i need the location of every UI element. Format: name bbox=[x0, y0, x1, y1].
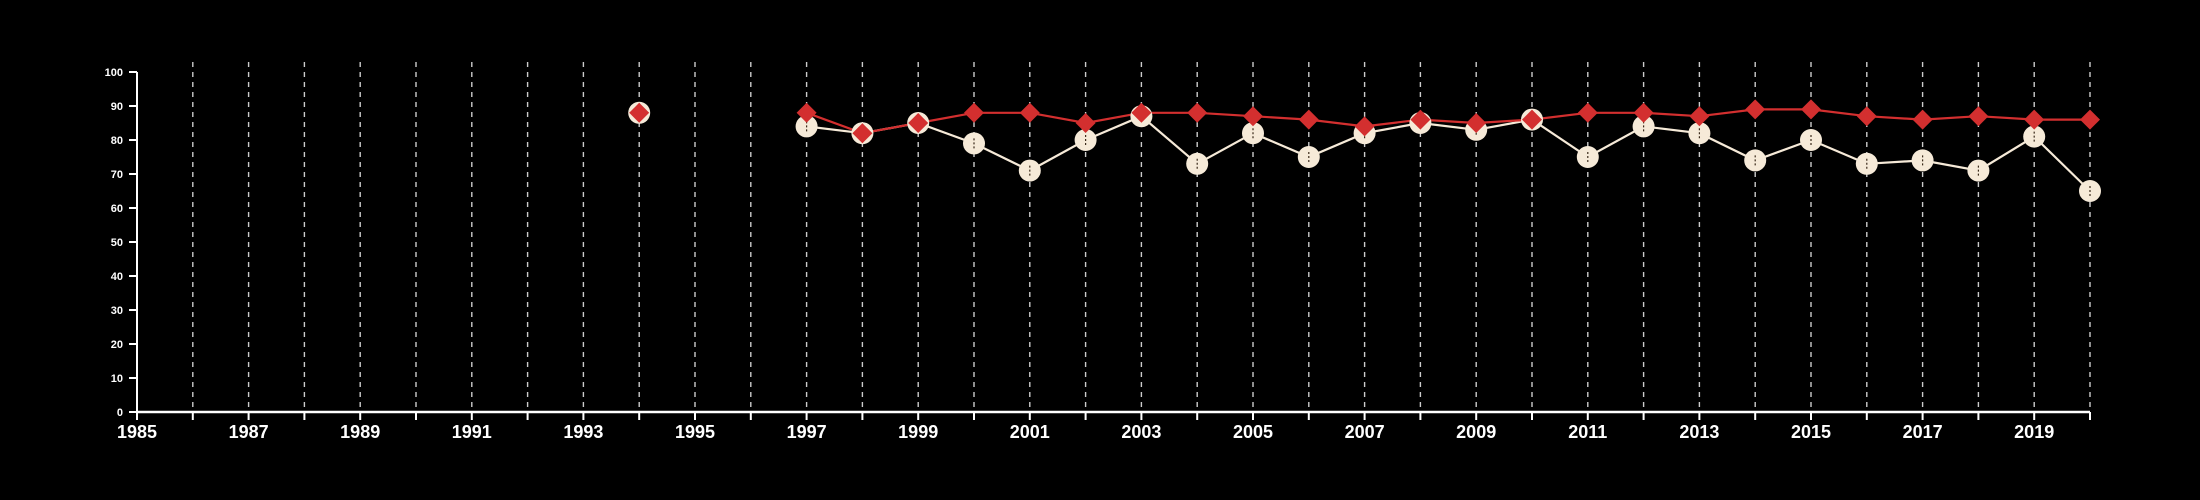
x-tick-label-2009: 2009 bbox=[1456, 422, 1496, 442]
diamond-point-2000 bbox=[964, 102, 984, 123]
diamond-point-2006 bbox=[1298, 109, 1319, 130]
diamond-point-2019 bbox=[2024, 109, 2045, 130]
diamond-point-2005 bbox=[1243, 106, 1263, 127]
diamond-point-2002 bbox=[1075, 113, 1096, 133]
x-tick-label-1993: 1993 bbox=[563, 422, 603, 442]
y-tick-label-80: 80 bbox=[111, 135, 123, 147]
series-layer bbox=[628, 99, 2101, 202]
diamond-point-2001 bbox=[1019, 102, 1040, 123]
tick-labels: 1985 1987 1989 1991 1993 1995 1997 1999 2001 2003… bbox=[105, 67, 2055, 442]
diamond-point-2018 bbox=[1968, 106, 1989, 127]
diamond-point-2014 bbox=[1745, 99, 1766, 120]
y-tick-label-10: 10 bbox=[111, 373, 123, 385]
diamond-point-2003 bbox=[1131, 102, 1152, 123]
diamond-point-1994 bbox=[629, 102, 650, 123]
y-tick-label-60: 60 bbox=[111, 203, 123, 215]
x-tick-label-2007: 2007 bbox=[1345, 422, 1385, 442]
diamond-point-2008 bbox=[1410, 109, 1431, 130]
diamond-point-1997 bbox=[796, 102, 817, 123]
diamond-point-2015 bbox=[1801, 99, 1821, 120]
diamond-point-2017 bbox=[1912, 109, 1933, 130]
x-tick-label-2001: 2001 bbox=[1010, 422, 1050, 442]
y-tick-label-50: 50 bbox=[111, 237, 123, 249]
diamond-point-2020 bbox=[2080, 109, 2100, 130]
y-tick-label-0: 0 bbox=[117, 407, 123, 419]
y-tick-label-20: 20 bbox=[111, 339, 123, 351]
diamond-point-2016 bbox=[1856, 106, 1877, 127]
x-tick-label-2019: 2019 bbox=[2014, 422, 2054, 442]
y-tick-label-70: 70 bbox=[111, 169, 123, 181]
x-tick-label-2017: 2017 bbox=[1903, 422, 1943, 442]
x-tick-label-1989: 1989 bbox=[340, 422, 380, 442]
diamond-point-1999 bbox=[908, 113, 929, 133]
grid-lines bbox=[192, 62, 2091, 412]
diamond-point-2004 bbox=[1187, 102, 1208, 123]
y-tick-label-90: 90 bbox=[111, 101, 123, 113]
x-tick-label-2015: 2015 bbox=[1791, 422, 1831, 442]
diamond-point-2009 bbox=[1466, 113, 1487, 133]
diamond-point-2011 bbox=[1577, 102, 1598, 123]
x-tick-label-1985: 1985 bbox=[117, 422, 157, 442]
diamond-point-2012 bbox=[1633, 102, 1654, 123]
x-tick-label-1997: 1997 bbox=[787, 422, 827, 442]
x-tick-label-2013: 2013 bbox=[1679, 422, 1719, 442]
x-tick-label-1987: 1987 bbox=[229, 422, 269, 442]
y-tick-label-40: 40 bbox=[111, 271, 123, 283]
x-tick-label-2003: 2003 bbox=[1121, 422, 1161, 442]
x-tick-label-2005: 2005 bbox=[1233, 422, 1273, 442]
x-tick-label-1999: 1999 bbox=[898, 422, 938, 442]
y-tick-label-30: 30 bbox=[111, 305, 123, 317]
x-tick-label-2011: 2011 bbox=[1568, 422, 1607, 442]
axes bbox=[129, 71, 2091, 420]
diamond-point-2013 bbox=[1689, 106, 1710, 127]
x-tick-label-1991: 1991 bbox=[452, 422, 492, 442]
diamond-point-2010 bbox=[1522, 109, 1542, 130]
x-tick-label-1995: 1995 bbox=[675, 422, 715, 442]
diamond-point-2007 bbox=[1354, 116, 1375, 137]
diamond-point-1998 bbox=[852, 123, 873, 144]
y-tick-label-100: 100 bbox=[105, 67, 123, 79]
